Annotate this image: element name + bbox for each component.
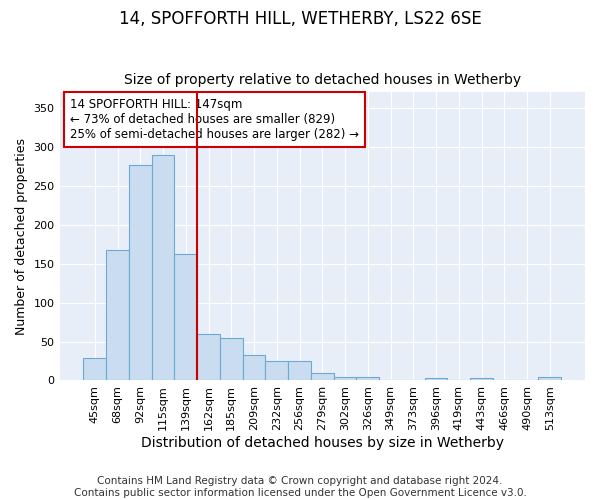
Bar [288,361,311,380]
Bar [470,378,493,380]
Y-axis label: Number of detached properties: Number of detached properties [15,138,28,335]
Bar [197,334,220,380]
Bar [242,355,265,380]
Bar [265,361,288,380]
Bar [175,254,197,380]
Bar [106,250,129,380]
X-axis label: Distribution of detached houses by size in Wetherby: Distribution of detached houses by size … [141,436,504,450]
Bar [425,378,448,380]
Title: Size of property relative to detached houses in Wetherby: Size of property relative to detached ho… [124,73,521,87]
Text: 14 SPOFFORTH HILL: 147sqm
← 73% of detached houses are smaller (829)
25% of semi: 14 SPOFFORTH HILL: 147sqm ← 73% of detac… [70,98,359,141]
Bar [311,374,334,380]
Bar [356,378,379,380]
Bar [220,338,242,380]
Text: Contains HM Land Registry data © Crown copyright and database right 2024.
Contai: Contains HM Land Registry data © Crown c… [74,476,526,498]
Bar [152,156,175,380]
Bar [334,376,356,380]
Bar [83,358,106,380]
Bar [129,165,152,380]
Bar [538,378,561,380]
Text: 14, SPOFFORTH HILL, WETHERBY, LS22 6SE: 14, SPOFFORTH HILL, WETHERBY, LS22 6SE [119,10,481,28]
